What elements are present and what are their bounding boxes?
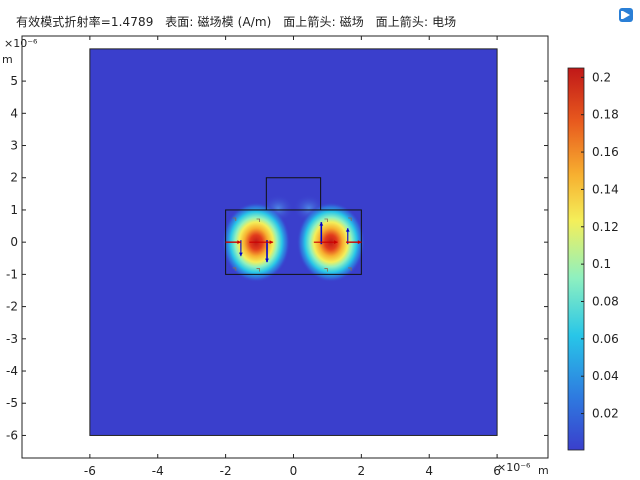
colorbar-tick-label-1: 0.18: [592, 108, 619, 122]
y-tick-label-5: 0: [10, 235, 18, 249]
app-logo-icon: [619, 8, 633, 22]
h-arrow-left: [265, 240, 269, 263]
colorbar-tick-label-7: 0.06: [592, 332, 619, 346]
top-block-outline: [265, 177, 322, 210]
y-tick-label-11: -6: [6, 428, 18, 442]
colorbar-ticks: 0.2 0.18 0.16 0.14 0.12 0.1 0.08 0.06 0.04 0.02: [581, 70, 619, 421]
plot-title: 有效模式折射率=1.4789 表面: 磁场模 (A/m) 面上箭头: 磁场 面上…: [16, 15, 457, 29]
colorbar-tick-label-6: 0.08: [592, 294, 619, 308]
y-tick-label-0: 5: [10, 74, 18, 88]
colorbar-tick-label-0: 0.2: [592, 70, 611, 84]
x-tick-label-5: 4: [425, 464, 433, 478]
corner-marker-5: [256, 268, 260, 272]
colorbar-tick-label-5: 0.1: [592, 257, 611, 271]
h-arrow-right: [319, 222, 324, 245]
domain-boundary: [89, 48, 498, 436]
y-tick-label-2: 3: [10, 139, 18, 153]
y-tick-label-6: -1: [6, 267, 18, 281]
y-tick-label-7: -2: [6, 300, 18, 314]
e-arrow-left-core: [249, 240, 274, 245]
x-tick-label-3: 0: [290, 464, 298, 478]
y-axis-multiplier: ×10⁻⁶: [4, 37, 38, 50]
e-arrow-right-edge: [346, 240, 362, 245]
corner-marker-4: [232, 267, 237, 271]
x-axis-multiplier: ×10⁻⁶: [497, 461, 531, 474]
y-tick-label-10: -5: [6, 396, 18, 410]
y-tick-label-4: 1: [10, 203, 18, 217]
colorbar: [567, 67, 585, 451]
y-axis-unit: m: [2, 53, 13, 66]
y-tick-label-8: -3: [6, 332, 18, 346]
x-axis-ticks: -6 -4 -2 0 2 4 6: [84, 464, 501, 478]
x-tick-label-2: -2: [220, 464, 232, 478]
e-arrow-right-core: [313, 240, 338, 245]
e-arrow-left-edge: [225, 240, 241, 245]
field-arrows: [225, 217, 362, 272]
colorbar-tick-label-9: 0.02: [592, 407, 619, 421]
corner-marker-0: [232, 217, 237, 222]
x-axis-unit: m: [538, 464, 549, 477]
x-tick-label-0: -6: [84, 464, 96, 478]
x-tick-label-1: -4: [152, 464, 164, 478]
corner-marker-6: [324, 268, 328, 272]
y-tick-label-1: 4: [10, 106, 18, 120]
y-tick-label-3: 2: [10, 171, 18, 185]
y-axis-ticks: 5 4 3 2 1 0 -1 -2 -3 -4 -5 -6: [6, 74, 18, 442]
corner-marker-3: [348, 217, 352, 222]
x-tick-label-6: 6: [493, 464, 501, 478]
colorbar-tick-label-3: 0.14: [592, 182, 619, 196]
colorbar-tick-label-8: 0.04: [592, 369, 619, 383]
corner-marker-7: [348, 267, 352, 271]
y-tick-label-9: -4: [6, 364, 18, 378]
colorbar-tick-label-2: 0.16: [592, 145, 619, 159]
corner-marker-1: [256, 218, 260, 222]
domain-background: [89, 48, 498, 436]
colorbar-tick-label-4: 0.12: [592, 220, 619, 234]
tick-marks: [22, 36, 548, 458]
field-surface: [89, 48, 498, 436]
corner-marker-2: [324, 218, 328, 222]
x-tick-label-4: 2: [358, 464, 366, 478]
